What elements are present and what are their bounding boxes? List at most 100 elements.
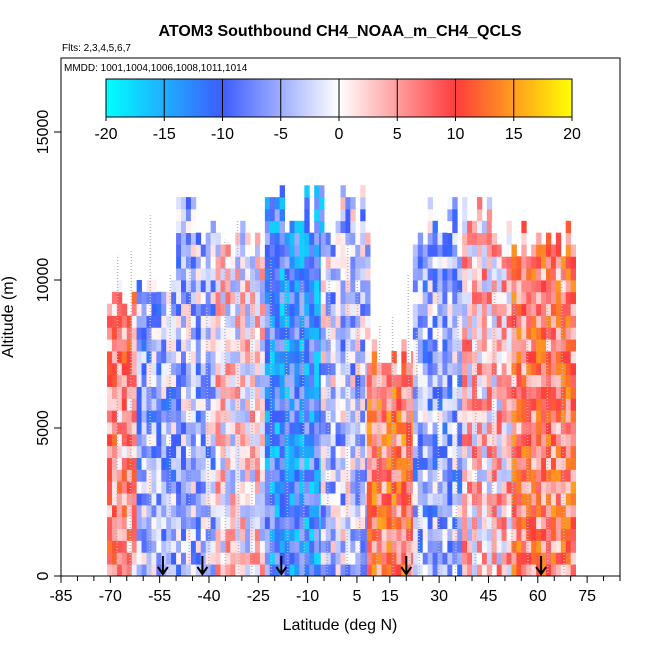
- heatmap-cell: [264, 280, 271, 293]
- heatmap-cell: [350, 339, 356, 352]
- heatmap-cell: [472, 291, 478, 305]
- heatmap-cell: [406, 516, 412, 530]
- heatmap-cell: [570, 339, 577, 352]
- heatmap-cell: [181, 339, 187, 352]
- heatmap-cell: [536, 244, 542, 257]
- heatmap-cell: [279, 327, 285, 340]
- heatmap-cell: [447, 232, 453, 245]
- heatmap-cell: [235, 564, 241, 577]
- heatmap-cell: [210, 528, 216, 541]
- heatmap-cell: [462, 220, 468, 234]
- heatmap-cell: [121, 339, 128, 352]
- heatmap-cell: [335, 220, 341, 234]
- heatmap-cell: [516, 386, 522, 399]
- heatmap-cell: [264, 291, 271, 305]
- heatmap-cell: [107, 433, 113, 447]
- heatmap-cell: [220, 504, 226, 518]
- heatmap-cell: [264, 433, 271, 447]
- heatmap-cell: [294, 303, 300, 316]
- heatmap-cell: [284, 528, 290, 541]
- heatmap-cell: [325, 564, 332, 577]
- heatmap-cell: [462, 327, 468, 340]
- heatmap-cell: [210, 445, 216, 458]
- heatmap-cell: [391, 457, 397, 470]
- heatmap-cell: [294, 386, 300, 399]
- heatmap-cell: [116, 422, 123, 435]
- heatmap-cell: [476, 493, 483, 506]
- heatmap-cell: [146, 469, 152, 482]
- heatmap-cell: [235, 457, 241, 470]
- heatmap-cell: [570, 256, 577, 269]
- heatmap-cell: [526, 256, 532, 269]
- heatmap-cell: [314, 208, 320, 222]
- heatmap-cell: [516, 481, 522, 494]
- heatmap-cell: [381, 433, 387, 447]
- heatmap-cell: [141, 516, 147, 530]
- heatmap-cell: [309, 268, 315, 281]
- heatmap-cell: [304, 185, 310, 198]
- heatmap-cell: [506, 493, 512, 506]
- heatmap-cell: [476, 232, 483, 245]
- heatmap-cell: [536, 398, 542, 411]
- heatmap-cell: [151, 362, 157, 376]
- heatmap-cell: [299, 315, 305, 328]
- heatmap-cell: [240, 327, 246, 340]
- heatmap-cell: [345, 552, 351, 565]
- heatmap-cell: [330, 516, 336, 530]
- heatmap-cell: [496, 303, 503, 316]
- heatmap-cell: [255, 422, 261, 435]
- heatmap-cell: [437, 504, 443, 518]
- heatmap-cell: [366, 493, 373, 506]
- heatmap-cell: [284, 445, 290, 458]
- heatmap-cell: [171, 564, 177, 577]
- heatmap-cell: [146, 291, 152, 305]
- heatmap-cell: [476, 256, 483, 269]
- heatmap-cell: [486, 208, 493, 222]
- heatmap-cell: [330, 256, 336, 269]
- heatmap-cell: [190, 244, 197, 257]
- heatmap-cell: [550, 516, 557, 530]
- x-tick-label: 60: [529, 588, 547, 605]
- heatmap-cell: [250, 528, 256, 541]
- heatmap-cell: [546, 504, 552, 518]
- heatmap-cell: [457, 256, 463, 269]
- heatmap-cell: [200, 280, 207, 293]
- heatmap-cell: [481, 481, 488, 494]
- heatmap-cell: [516, 303, 522, 316]
- heatmap-cell: [570, 433, 577, 447]
- heatmap-cell: [427, 410, 433, 423]
- heatmap-cell: [225, 339, 231, 352]
- heatmap-cell: [309, 291, 315, 305]
- heatmap-cell: [255, 327, 261, 340]
- heatmap-cell: [220, 386, 226, 399]
- heatmap-cell: [289, 362, 295, 376]
- heatmap-cell: [274, 457, 281, 470]
- heatmap-cell: [274, 410, 281, 423]
- heatmap-cell: [396, 374, 402, 387]
- heatmap-cell: [146, 540, 152, 553]
- heatmap-cell: [190, 327, 197, 340]
- heatmap-cell: [325, 528, 332, 541]
- heatmap-cell: [442, 244, 448, 257]
- heatmap-cell: [205, 410, 212, 423]
- heatmap-region: [511, 220, 577, 577]
- heatmap-cell: [491, 552, 498, 565]
- heatmap-cell: [437, 280, 443, 293]
- heatmap-cell: [486, 481, 493, 494]
- heatmap-cell: [320, 433, 327, 447]
- heatmap-cell: [240, 481, 246, 494]
- heatmap-cell: [570, 386, 577, 399]
- heatmap-cell: [565, 374, 572, 387]
- heatmap-cell: [314, 445, 320, 458]
- heatmap-cell: [235, 493, 241, 506]
- heatmap-cell: [516, 433, 522, 447]
- heatmap-cell: [116, 493, 123, 506]
- heatmap-cell: [526, 552, 532, 565]
- heatmap-cell: [496, 398, 503, 411]
- heatmap-cell: [412, 327, 419, 340]
- heatmap-cell: [486, 445, 493, 458]
- heatmap-cell: [294, 516, 300, 530]
- heatmap-cell: [299, 445, 305, 458]
- heatmap-cell: [501, 445, 507, 458]
- heatmap-cell: [151, 445, 157, 458]
